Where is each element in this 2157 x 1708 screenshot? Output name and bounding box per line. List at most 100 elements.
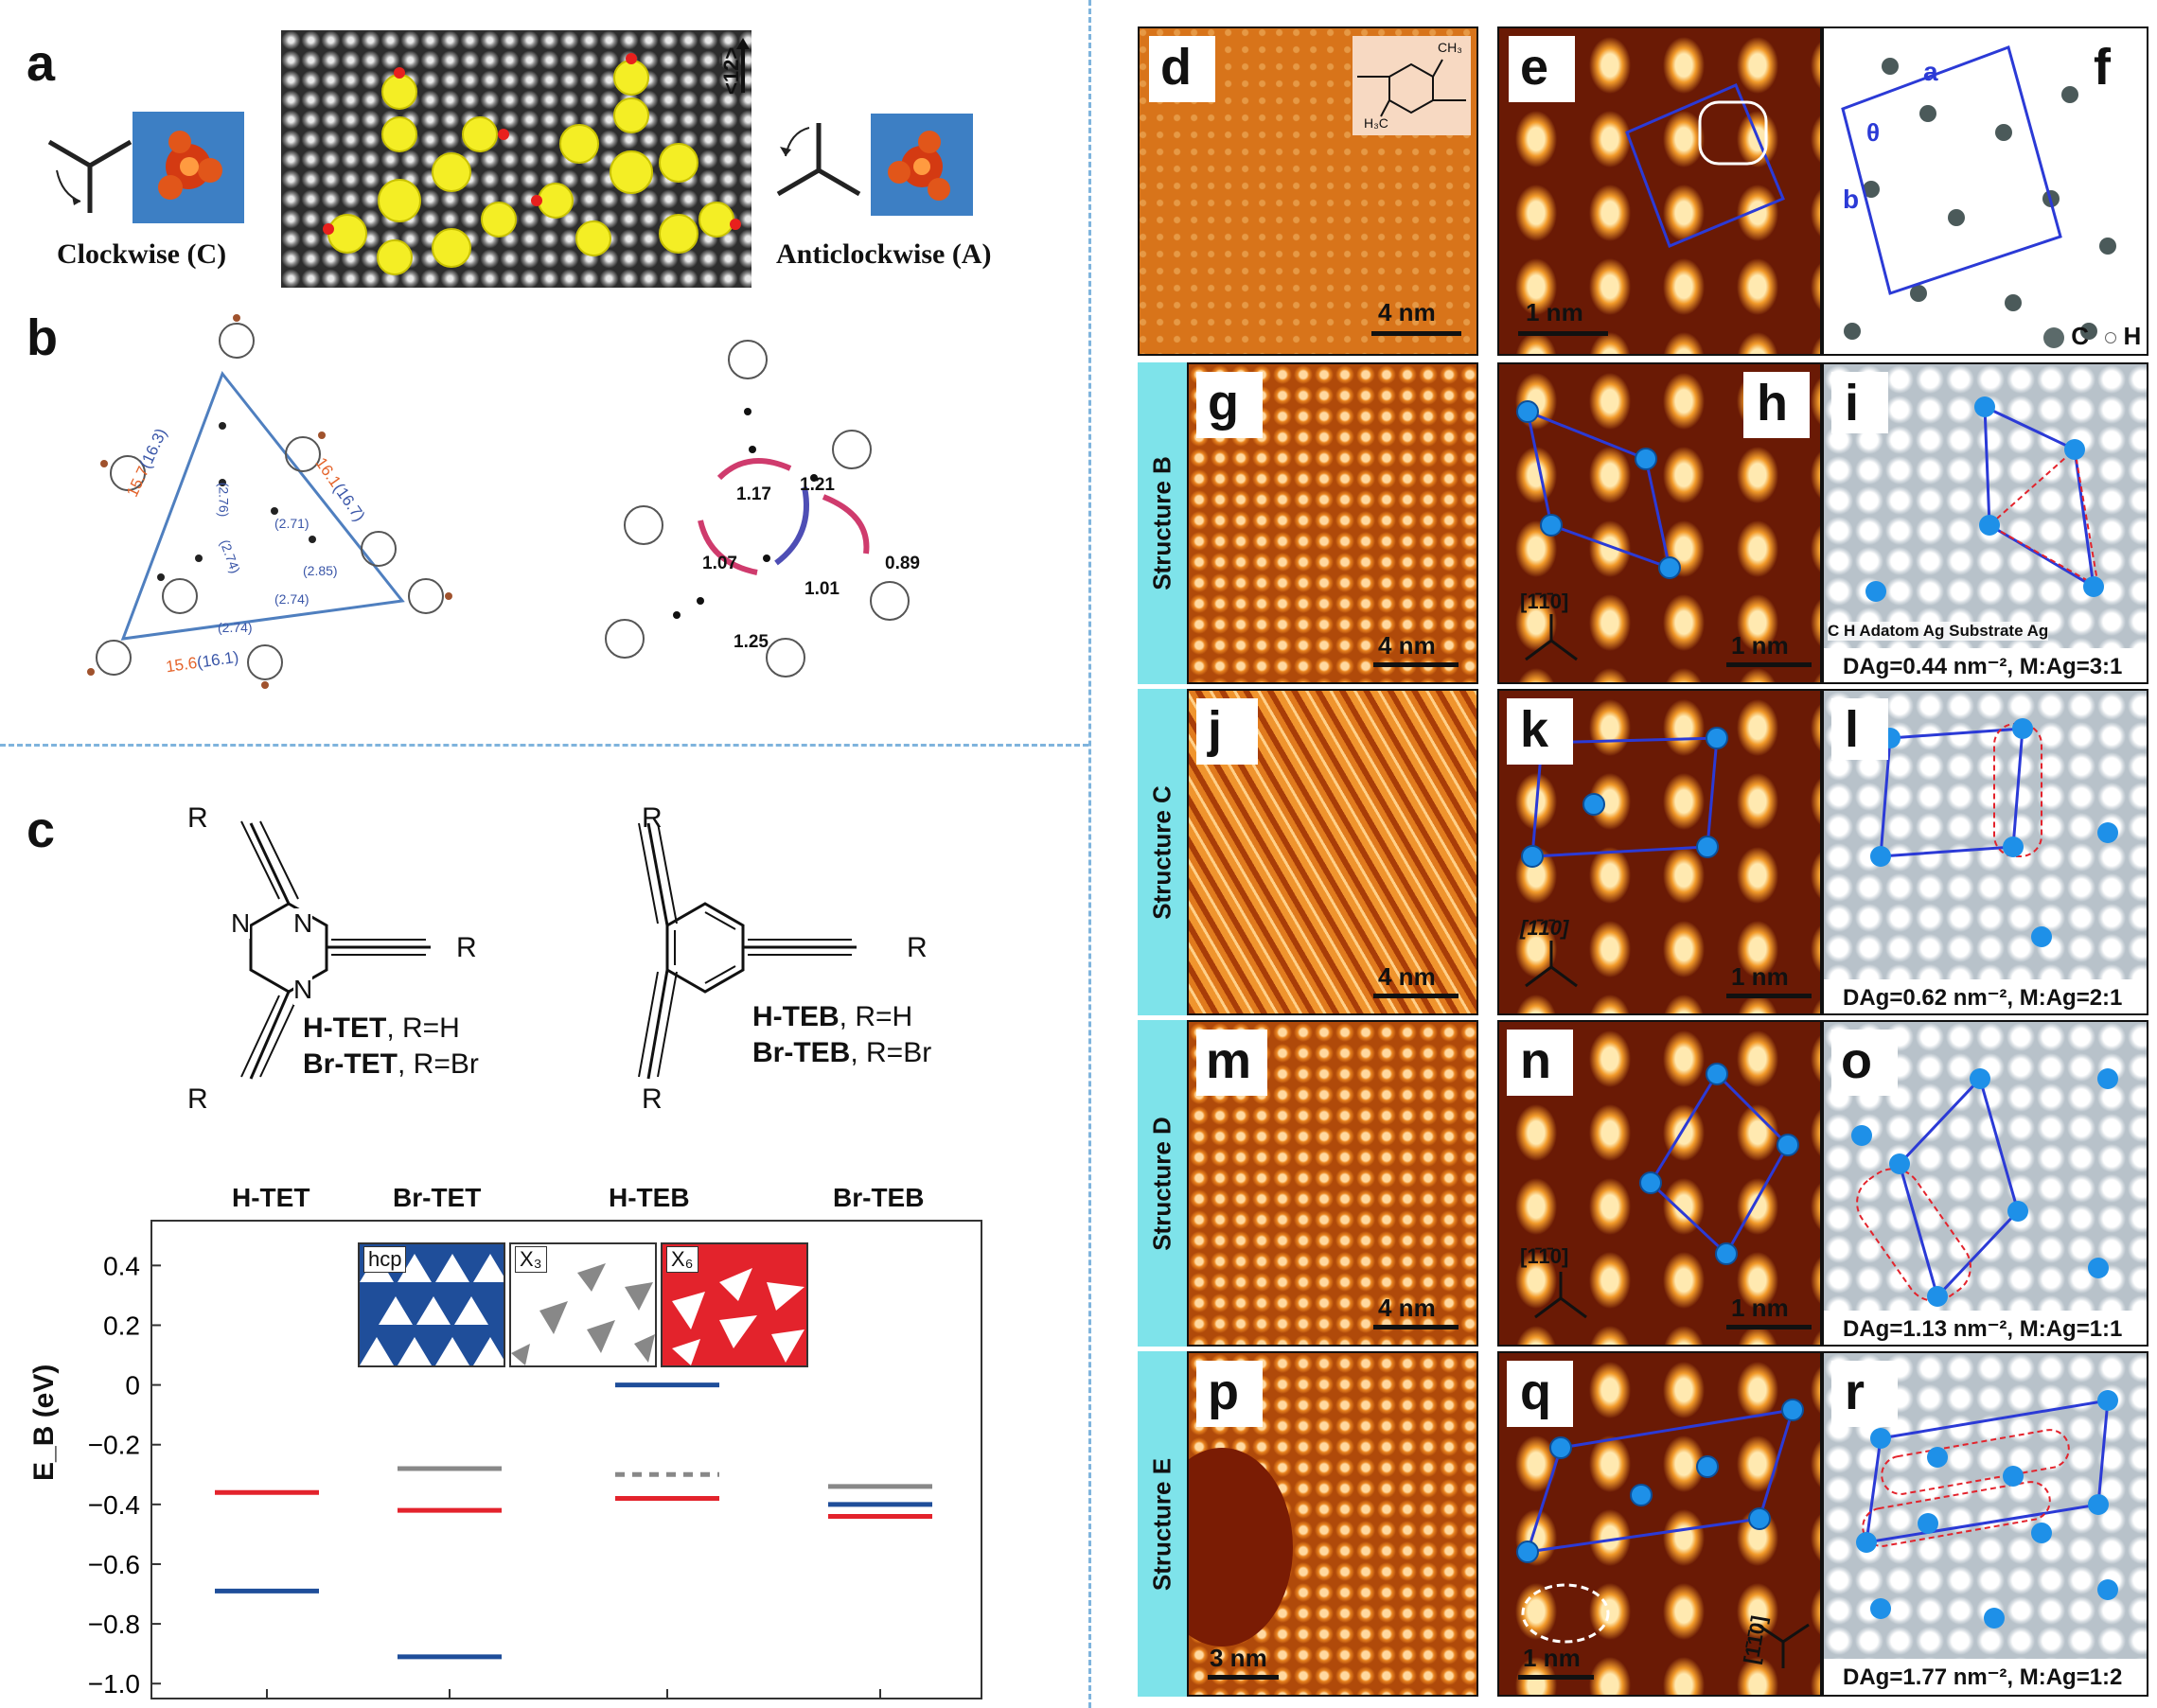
axes-icon-q [1757,1623,1810,1668]
triangle-network-diagram [87,314,452,689]
y-tick-label: 0.2 [103,1311,140,1340]
teb-label-1-bold: H-TEB [752,1001,840,1032]
panel-label-q: q [1520,1364,1551,1420]
panel-label-k: k [1520,701,1549,758]
model-f: f a b θ C H [1822,26,2148,356]
category-label-2: H-TEB [609,1183,690,1212]
unit-cell-e [1625,83,1785,248]
panel-label-n: n [1520,1032,1551,1089]
y-tick-label: −1.0 [88,1669,140,1699]
up-arrow-icon [736,38,750,93]
caption-l: DAg=0.62 nm⁻², M:Ag=2:1 [1843,985,2123,1011]
vertical-divider [1088,0,1091,1708]
scale-label-g: 4 nm [1378,631,1436,660]
model-o: o DAg=1.13 nm⁻², M:Ag=1:1 [1822,1020,2148,1347]
length-red-3: 15.6 [164,653,199,677]
panel-label-e: e [1520,39,1549,96]
teb-structure [638,822,857,1080]
tet-n-2: N [293,908,313,939]
dark-step-region [1189,1448,1293,1646]
axes-icon-k [1525,941,1578,988]
stm-image-n: n [1̄1̄0] 1 nm [1497,1020,1822,1347]
inset-label-x6: X₆ [666,1246,698,1273]
model-i-graphic [1865,396,2104,602]
scale-bar-h [1726,662,1812,667]
caption-i: DAg=0.44 nm⁻², M:Ag=3:1 [1843,654,2123,679]
interaction-value-4: 1.07 [702,554,737,573]
legend-h-label: H [2123,322,2142,350]
direction-label-n: [1̄1̄0] [1520,1244,1569,1268]
inset-label-x3: X₃ [515,1246,547,1273]
chart-plot: 0.4 0.2 0 −0.2 −0.4 −0.6 −0.8 −1.0 [88,1220,982,1699]
inset-x3: X₃ [509,1242,657,1367]
structure-tab-e: Structure E [1138,1351,1187,1697]
legend-c-label: C [2071,322,2090,350]
panel-label-c: c [27,801,56,858]
panel-label-m: m [1206,1032,1252,1089]
caption-r: DAg=1.77 nm⁻², M:Ag=1:2 [1843,1664,2123,1690]
interaction-value-3: 0.89 [885,554,920,573]
scale-label-d: 4 nm [1378,298,1436,326]
tet-n-3: N [293,975,313,1005]
tet-structure [240,820,431,1080]
stm-image-g: g 4 nm [1187,362,1478,684]
teb-label-2: Br-TEB, R=Br [752,1037,931,1069]
model-i: i C H Adatom Ag Substrate Ag DAg=0.44 nm… [1822,362,2148,684]
tet-label-1-rest: , R=H [386,1012,460,1044]
panel-label-o: o [1841,1032,1872,1089]
stm-image-e: e 1 nm [1497,26,1822,356]
scale-bar-p [1208,1675,1279,1680]
category-label-3: Br-TEB [833,1183,925,1212]
stm-image-d: CH₃ H₃C d 4 nm [1138,26,1478,356]
direction-label-h: [1̄1̄0] [1520,590,1569,613]
panel-label-r: r [1845,1364,1865,1420]
scale-bar-k [1726,994,1812,998]
chiral-interaction-diagram [605,340,910,678]
teb-r-bottom: R [642,1083,663,1115]
inner-dist-6: (2.74) [218,620,253,635]
horizontal-divider [0,744,1088,747]
caption-o: DAg=1.13 nm⁻², M:Ag=1:1 [1843,1316,2123,1342]
scale-label-q: 1 nm [1523,1644,1581,1672]
scale-bar-e [1518,331,1608,336]
carbon-legend-icon [2043,327,2064,349]
scale-bar-q [1518,1675,1594,1680]
stm-image-p: p 3 nm [1187,1351,1478,1697]
teb-label-2-rest: , R=Br [850,1037,932,1068]
teb-r-top: R [642,802,663,834]
scale-bar-d [1371,331,1461,336]
scale-bar-n [1726,1325,1812,1329]
scale-label-h: 1 nm [1731,631,1789,660]
stm-image-q: q [1̄1̄0] 1 nm [1497,1351,1822,1697]
molecule-inset-d: CH₃ H₃C [1353,36,1471,135]
structure-label-b: Structure B [1147,456,1176,590]
tet-n-1: N [231,908,251,939]
panel-label-a: a [27,35,56,92]
panel-label-g: g [1208,375,1239,431]
panel-label-d: d [1160,39,1192,96]
tet-label-1-bold: H-TET [303,1012,387,1044]
axes-icon-n [1534,1272,1587,1319]
tet-label-2-bold: Br-TET [303,1048,398,1080]
inner-dist-2: (2.71) [274,516,309,531]
molecular-model-image [281,30,751,288]
structure-label-c: Structure C [1147,784,1176,920]
structure-tab-d: Structure D [1138,1020,1187,1347]
category-label-1: Br-TET [393,1183,482,1212]
stm-image-h: h [1̄1̄0] 1 nm [1497,362,1822,684]
unit-cell-k [1521,727,1728,868]
scale-bar-g [1373,662,1459,667]
structure-label-e: Structure E [1147,1457,1176,1591]
lattice-a-f: a [1923,57,1938,86]
model-o-graphic [1851,1068,2118,1307]
inset-x6: X₆ [661,1242,808,1367]
y-tick-label: −0.2 [88,1431,140,1460]
y-tick-label: 0 [125,1371,140,1400]
tet-label-2: Br-TET, R=Br [303,1048,479,1081]
anticlockwise-label: Anticlockwise (A) [776,238,992,270]
inner-dist-3: (2.85) [303,563,338,578]
inner-dist-1: (2.76) [216,482,232,518]
legend-i: C H Adatom Ag Substrate Ag [1828,622,2049,641]
structure-label-d: Structure D [1147,1116,1176,1251]
stm-image-m: m 4 nm [1187,1020,1478,1347]
